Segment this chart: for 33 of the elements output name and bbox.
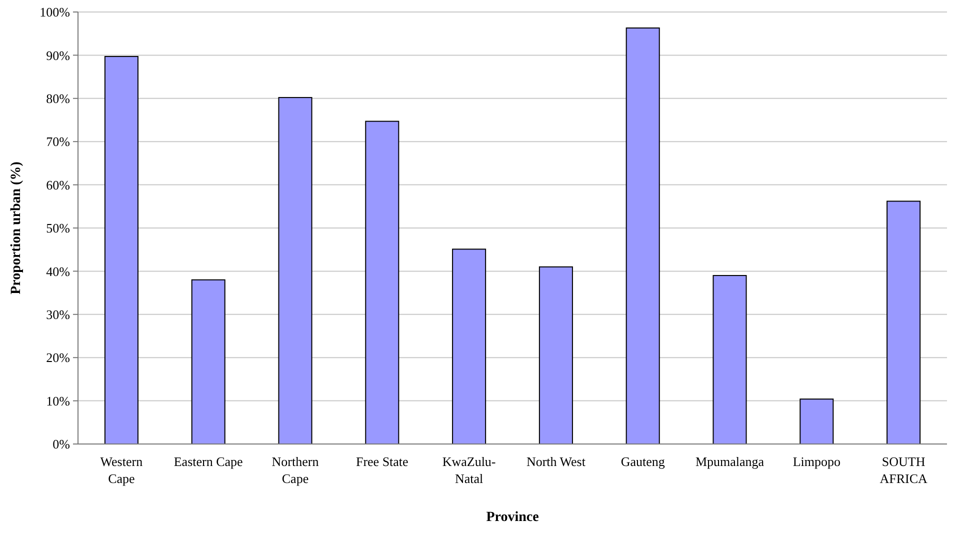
y-tick-label: 50%: [46, 220, 70, 236]
x-tick-label: Mpumalanga: [695, 454, 764, 469]
x-tick-label: Eastern Cape: [174, 454, 244, 469]
bar: [800, 398, 834, 444]
x-tick-label: Free State: [356, 454, 409, 469]
y-tick-label: 80%: [46, 90, 70, 106]
bar: [712, 275, 747, 444]
bar: [104, 56, 138, 444]
x-tick-label: Limpopo: [792, 454, 840, 469]
y-tick-label: 30%: [46, 306, 70, 322]
y-tick-label: 100%: [40, 4, 70, 20]
bar: [278, 97, 312, 444]
y-tick-label: 10%: [46, 393, 70, 408]
y-tick-label: 70%: [46, 134, 70, 150]
x-tick-label: SOUTH AFRICA: [880, 454, 928, 486]
x-tick-label: KwaZulu- Natal: [442, 454, 496, 486]
bar: [886, 200, 921, 444]
x-tick-label: Gauteng: [620, 454, 666, 469]
x-tick-label: North West: [526, 454, 586, 469]
x-tick-label: Western Cape: [100, 454, 144, 486]
y-tick-label: 20%: [46, 350, 70, 366]
y-tick-label: 0%: [52, 436, 70, 452]
y-axis-title: Proportion urban (%): [9, 161, 24, 294]
y-tick-label: 40%: [46, 264, 70, 279]
bar: [191, 279, 226, 444]
bar: [626, 27, 660, 444]
bar: [365, 120, 400, 444]
y-tick-label: 60%: [46, 177, 70, 192]
bar: [538, 266, 573, 444]
x-axis-title: Province: [486, 510, 539, 525]
y-tick-label: 90%: [46, 48, 70, 63]
x-tick-label: Northern Cape: [272, 454, 320, 486]
bar: [452, 248, 486, 444]
